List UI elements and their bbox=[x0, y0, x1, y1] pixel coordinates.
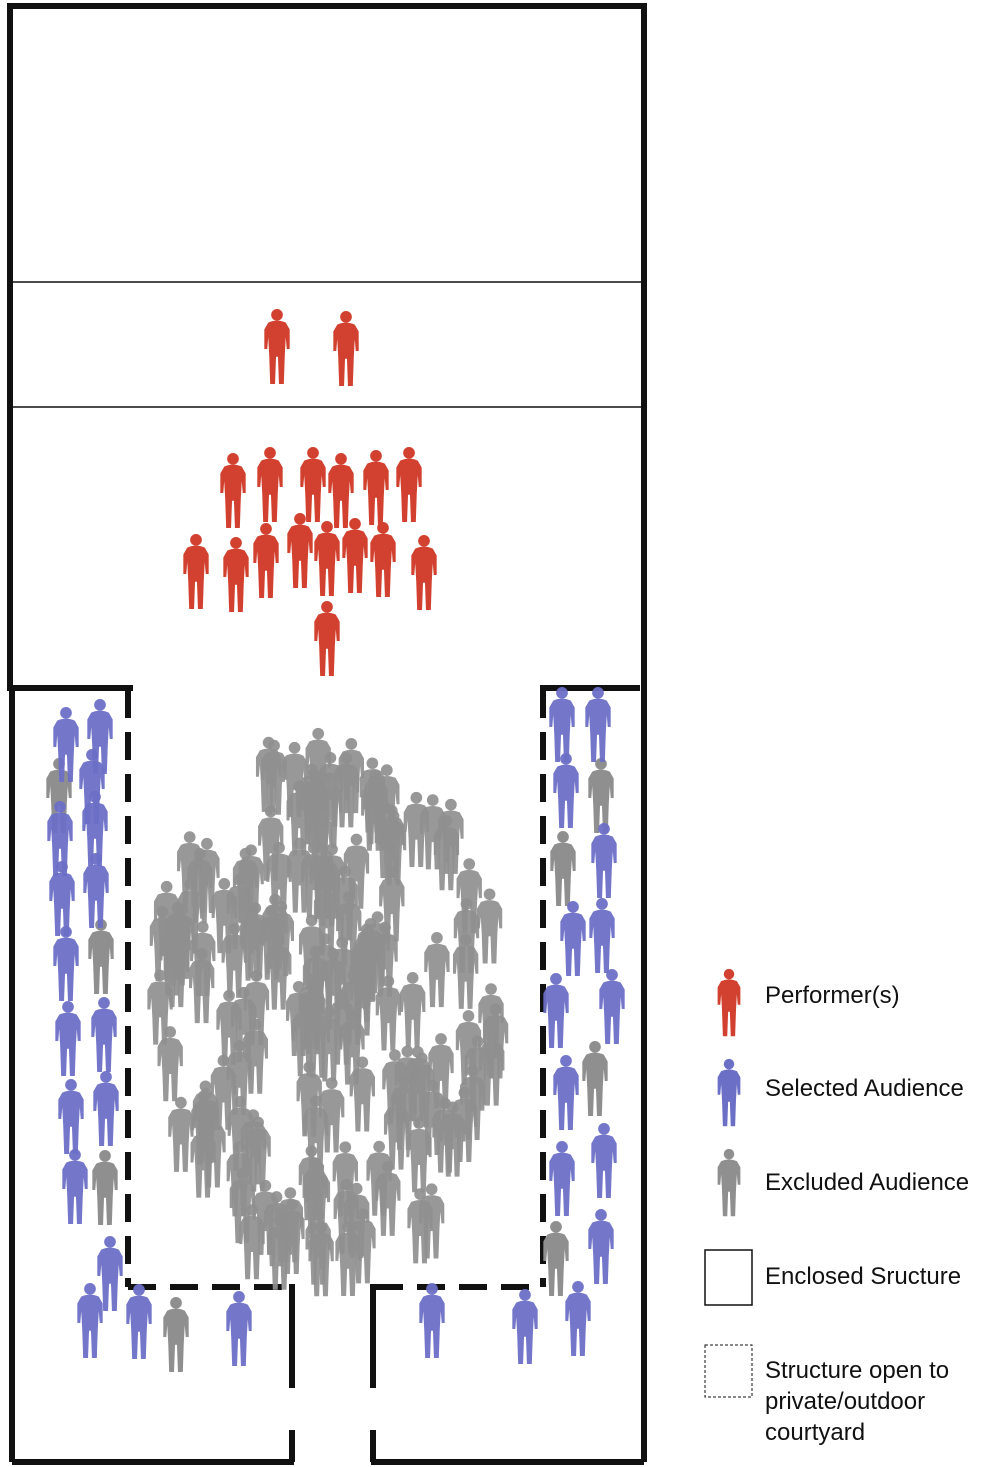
performer bbox=[253, 522, 279, 599]
performer bbox=[396, 446, 422, 523]
performer bbox=[328, 452, 354, 529]
excluded-audience bbox=[163, 1296, 189, 1373]
selected-audience bbox=[549, 686, 575, 763]
selected-audience bbox=[560, 900, 586, 977]
excluded-audience bbox=[550, 830, 576, 907]
legend-performer-icon bbox=[717, 968, 741, 1037]
selected-audience bbox=[91, 996, 117, 1073]
performer bbox=[223, 536, 249, 613]
selected-audience bbox=[93, 1070, 119, 1147]
selected-audience bbox=[591, 822, 617, 899]
excluded-audience bbox=[168, 1096, 194, 1172]
selected-audience bbox=[585, 686, 611, 763]
performer bbox=[370, 521, 396, 598]
selected-audience bbox=[588, 1208, 614, 1285]
selected-audience bbox=[565, 1280, 591, 1357]
excluded-audience bbox=[476, 888, 503, 964]
performer bbox=[183, 533, 209, 610]
selected-audience bbox=[553, 752, 579, 829]
selected-audience bbox=[126, 1283, 152, 1360]
legend-enclosed-icon bbox=[704, 1249, 753, 1306]
selected-audience bbox=[58, 1078, 84, 1155]
excluded-audience bbox=[400, 972, 426, 1048]
excluded-audience bbox=[582, 1040, 608, 1117]
selected-audience bbox=[599, 968, 625, 1045]
selected-audience bbox=[83, 852, 109, 929]
excluded-audience bbox=[88, 918, 114, 995]
excluded-audience bbox=[424, 932, 450, 1008]
performer bbox=[257, 446, 283, 523]
structure bbox=[7, 3, 647, 1465]
performer bbox=[300, 446, 326, 523]
excluded-audience bbox=[543, 1220, 569, 1297]
selected-audience bbox=[589, 897, 615, 974]
selected-audience bbox=[62, 1148, 88, 1225]
legend-label: Enclosed Sructure bbox=[765, 1263, 962, 1290]
people bbox=[46, 308, 625, 1373]
selected-audience bbox=[419, 1282, 445, 1359]
performer bbox=[363, 449, 389, 526]
legend-label: Selected Audience bbox=[765, 1075, 964, 1102]
excluded-audience bbox=[588, 757, 614, 834]
performer bbox=[314, 600, 340, 677]
legend-selected-icon bbox=[717, 1058, 741, 1127]
selected-audience bbox=[55, 1000, 81, 1077]
selected-audience bbox=[53, 925, 79, 1002]
selected-audience bbox=[591, 1122, 617, 1199]
performer bbox=[220, 452, 246, 529]
legend-label: Structure open to private/outdoor courty… bbox=[765, 1357, 950, 1446]
performer bbox=[264, 308, 290, 385]
performer bbox=[333, 310, 359, 387]
selected-audience bbox=[97, 1235, 123, 1312]
selected-audience bbox=[512, 1288, 538, 1365]
legend-excluded-icon bbox=[717, 1148, 741, 1217]
excluded-audience bbox=[157, 1026, 183, 1102]
performer bbox=[287, 512, 313, 589]
performer bbox=[342, 517, 368, 594]
performer bbox=[411, 534, 437, 611]
selected-audience bbox=[226, 1290, 252, 1367]
legend-icons bbox=[704, 968, 753, 1398]
selected-audience bbox=[543, 972, 569, 1049]
selected-audience bbox=[549, 1140, 575, 1217]
legend-label: Excluded Audience bbox=[765, 1169, 970, 1196]
legend-open-icon bbox=[704, 1344, 753, 1398]
legend-label: Performer(s) bbox=[765, 982, 900, 1009]
excluded-audience bbox=[92, 1149, 118, 1226]
performer bbox=[314, 520, 340, 597]
selected-audience bbox=[77, 1282, 103, 1359]
selected-audience bbox=[553, 1054, 579, 1131]
